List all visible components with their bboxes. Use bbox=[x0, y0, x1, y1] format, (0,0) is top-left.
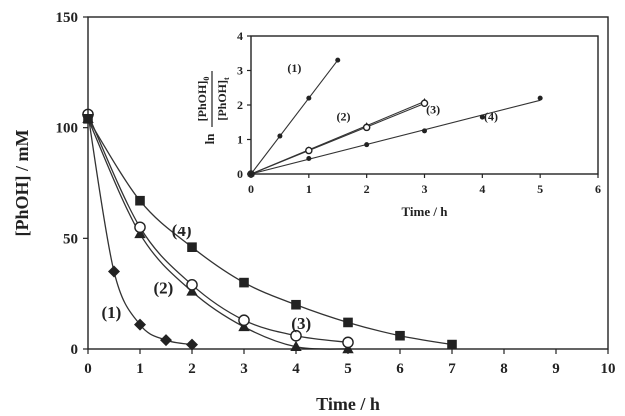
main-x-tick-label: 3 bbox=[240, 361, 248, 377]
inset-y-axis-label: ln [PhOH]0 [PhOH]t bbox=[195, 71, 231, 144]
main-x-tick-label: 6 bbox=[396, 361, 404, 377]
main-x-tick-label: 10 bbox=[601, 361, 616, 377]
inset-y-tick-label: 0 bbox=[237, 167, 243, 181]
main-data-point bbox=[134, 221, 146, 234]
inset-series-label: (4) bbox=[484, 110, 498, 124]
main-series-curve bbox=[87, 114, 193, 346]
inset-series-label: (2) bbox=[337, 110, 351, 124]
inset-data-point bbox=[306, 95, 312, 101]
inset-data-point bbox=[537, 95, 543, 101]
inset-x-tick-label: 5 bbox=[537, 182, 543, 196]
inset-y-tick-label: 1 bbox=[237, 133, 243, 147]
main-y-axis-label: [PhOH] / mM bbox=[12, 130, 32, 237]
inset-x-tick-label: 0 bbox=[248, 182, 254, 196]
main-data-point bbox=[447, 339, 457, 350]
inset-data-point bbox=[335, 57, 341, 63]
inset-x-axis-label: Time / h bbox=[402, 204, 449, 219]
main-x-axis-label: Time / h bbox=[316, 394, 380, 414]
main-plot-frame bbox=[87, 16, 609, 350]
main-y-tick-label: 150 bbox=[56, 10, 79, 26]
main-data-point bbox=[186, 338, 198, 351]
main-x-tick-label: 2 bbox=[188, 361, 196, 377]
main-data-point bbox=[108, 265, 120, 278]
main-data-point bbox=[238, 314, 250, 327]
main-x-tick-label: 9 bbox=[552, 361, 560, 377]
main-y-tick-label: 50 bbox=[63, 231, 78, 247]
inset-data-point bbox=[479, 114, 485, 120]
inset-fit-line bbox=[250, 59, 339, 175]
inset-x-tick-label: 4 bbox=[479, 182, 485, 196]
inset-ticks: 0 1 2 3 4 5 6 0 1 2 3 4 bbox=[237, 29, 601, 196]
inset-y-label-prefix: ln bbox=[202, 133, 217, 145]
inset-data-point bbox=[306, 155, 312, 161]
inset-x-tick-label: 2 bbox=[364, 182, 370, 196]
main-x-tick-label: 8 bbox=[500, 361, 508, 377]
main-y-tick-label: 0 bbox=[71, 342, 79, 358]
main-data-point bbox=[342, 336, 354, 349]
inset-y-label-denominator-sub: t bbox=[222, 77, 231, 80]
main-data-point bbox=[160, 334, 172, 347]
inset-y-tick-label: 3 bbox=[237, 64, 243, 78]
inset-markers bbox=[247, 57, 543, 178]
main-series-label: (3) bbox=[291, 314, 311, 333]
inset-series-label: (3) bbox=[426, 103, 440, 117]
inset-data-point bbox=[305, 146, 313, 155]
inset-fit-line bbox=[250, 99, 541, 175]
main-data-point bbox=[395, 330, 405, 341]
inset-x-tick-label: 1 bbox=[306, 182, 312, 196]
main-series-label: (2) bbox=[153, 279, 173, 298]
inset-y-label-denominator-text: [PhOH] bbox=[215, 80, 229, 121]
main-series-label: (1) bbox=[101, 303, 121, 322]
main-x-tick-label: 0 bbox=[84, 361, 92, 377]
main-x-tick-label: 7 bbox=[448, 361, 456, 377]
inset-data-point bbox=[364, 142, 370, 148]
inset-chart: 0 1 2 3 4 5 6 0 1 2 3 4 (1) (2) (3) (4) Time / h ln [P… bbox=[180, 22, 605, 227]
main-x-tick-label: 5 bbox=[344, 361, 352, 377]
main-data-point bbox=[343, 317, 353, 328]
inset-data-point bbox=[420, 99, 429, 108]
inset-annotations: (1) (2) (3) (4) bbox=[287, 61, 498, 123]
inset-curves bbox=[250, 59, 541, 175]
inset-y-label-denominator: [PhOH]t bbox=[215, 77, 231, 121]
main-y-tick-label: 100 bbox=[56, 121, 79, 137]
main-data-point bbox=[134, 318, 146, 331]
inset-data-point bbox=[362, 123, 371, 132]
inset-y-tick-label: 2 bbox=[237, 98, 243, 112]
main-data-point bbox=[135, 195, 145, 206]
inset-data-point bbox=[277, 133, 283, 139]
main-x-tick-label: 4 bbox=[292, 361, 300, 377]
inset-y-label-numerator: [PhOH]0 bbox=[195, 77, 211, 122]
inset-data-point bbox=[422, 128, 427, 134]
inset-series-label: (1) bbox=[287, 61, 301, 75]
inset-y-tick-label: 4 bbox=[237, 29, 243, 43]
main-data-point bbox=[187, 242, 197, 252]
main-data-point bbox=[291, 299, 301, 310]
inset-x-tick-label: 6 bbox=[595, 182, 601, 196]
inset-y-label-numerator-text: [PhOH] bbox=[195, 81, 209, 122]
main-x-tick-label: 1 bbox=[136, 361, 144, 377]
inset-background bbox=[180, 22, 605, 227]
inset-plot-frame bbox=[250, 35, 599, 175]
main-data-point bbox=[239, 277, 249, 288]
inset-fit-line bbox=[250, 103, 425, 175]
main-data-point bbox=[186, 279, 198, 291]
inset-y-label-numerator-sub: 0 bbox=[202, 77, 211, 81]
main-data-point bbox=[290, 329, 302, 342]
inset-x-tick-label: 3 bbox=[422, 182, 428, 196]
